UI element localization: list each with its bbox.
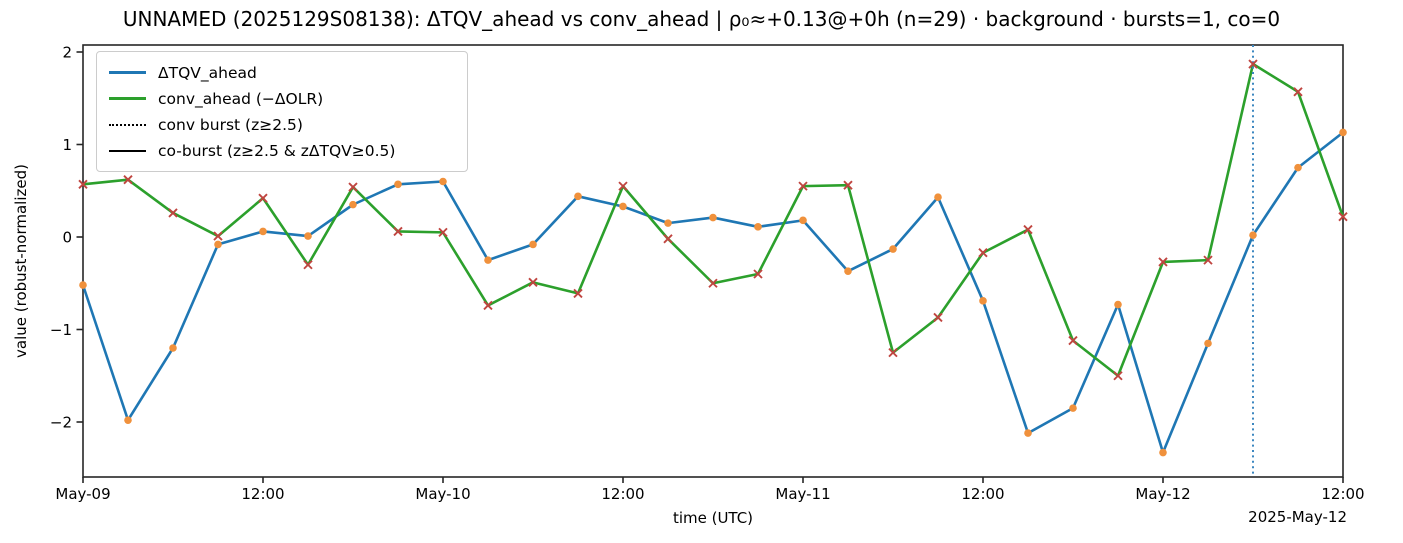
- data-point-marker: [259, 227, 267, 236]
- data-point-marker: [348, 182, 358, 192]
- legend-item-dtqv: ΔTQV_ahead: [109, 60, 455, 85]
- dotted-line-sample-icon: [109, 123, 146, 126]
- data-point-marker: [258, 193, 268, 203]
- data-point-marker: [934, 193, 942, 202]
- data-point-marker: [663, 234, 673, 244]
- y-tick-label: 2: [62, 44, 72, 62]
- data-point-marker: [213, 231, 223, 241]
- y-tick-label: 0: [62, 229, 72, 247]
- legend: ΔTQV_ahead conv_ahead (−ΔOLR) conv burst…: [96, 51, 468, 172]
- data-point-marker: [753, 269, 763, 279]
- y-tick-label: −2: [50, 414, 72, 432]
- legend-item-conv: conv_ahead (−ΔOLR): [109, 86, 455, 111]
- x-tick-label: May-11: [775, 485, 830, 503]
- data-point-marker: [889, 245, 897, 253]
- data-point-marker: [933, 312, 943, 323]
- data-point-marker: [888, 347, 898, 358]
- conv-markers: [78, 59, 1348, 381]
- data-point-marker: [394, 180, 402, 189]
- data-point-marker: [78, 179, 88, 189]
- x-tick-label: 12:00: [241, 485, 284, 503]
- data-point-marker: [1248, 59, 1258, 69]
- solid-line-sample-icon: [109, 149, 146, 152]
- data-point-marker: [528, 277, 538, 287]
- data-point-marker: [438, 227, 448, 238]
- data-point-marker: [664, 219, 672, 227]
- axes-frame: [82, 44, 1344, 478]
- data-point-marker: [1293, 87, 1303, 97]
- data-point-marker: [1158, 257, 1168, 267]
- chart-title: UNNAMED (2025129S08138): ΔTQV_ahead vs c…: [122, 7, 1281, 31]
- data-point-marker: [1294, 163, 1302, 172]
- data-point-marker: [169, 344, 177, 352]
- data-point-marker: [303, 260, 313, 270]
- y-tick-label: 1: [62, 136, 72, 154]
- y-axis: 2 1 0 −1 −2: [50, 44, 83, 432]
- data-point-marker: [978, 248, 988, 258]
- data-point-marker: [708, 278, 718, 288]
- x-tick-label: 12:00: [961, 485, 1004, 503]
- data-point-marker: [123, 174, 133, 185]
- data-point-marker: [709, 213, 717, 222]
- dtqv-line-sample-icon: [109, 71, 146, 74]
- data-point-marker: [574, 192, 582, 201]
- data-point-marker: [393, 226, 403, 237]
- data-point-marker: [618, 181, 628, 191]
- data-point-marker: [573, 288, 583, 299]
- x-tick-label: May-12: [1135, 485, 1190, 503]
- data-point-marker: [1113, 371, 1123, 381]
- dtqv-markers: [79, 128, 1347, 457]
- legend-item-conv-burst: conv burst (z≥2.5): [109, 112, 455, 137]
- data-point-marker: [1114, 300, 1122, 309]
- data-point-marker: [1203, 255, 1213, 265]
- legend-label: co-burst (z≥2.5 & zΔTQV≥0.5): [158, 141, 396, 160]
- data-point-marker: [529, 240, 537, 249]
- conv-line-sample-icon: [109, 97, 146, 100]
- data-point-marker: [844, 267, 852, 276]
- y-axis-label: value (robust-normalized): [12, 164, 30, 358]
- data-point-marker: [483, 300, 493, 311]
- legend-item-co-burst: co-burst (z≥2.5 & zΔTQV≥0.5): [109, 138, 455, 163]
- data-point-marker: [1024, 429, 1032, 437]
- data-point-marker: [1069, 404, 1077, 412]
- data-point-marker: [484, 256, 492, 264]
- legend-label: conv_ahead (−ΔOLR): [158, 89, 324, 108]
- x-axis-date-note: 2025-May-12: [1248, 508, 1347, 526]
- data-point-marker: [1159, 448, 1167, 457]
- data-point-marker: [349, 200, 357, 209]
- data-point-marker: [214, 240, 222, 249]
- data-point-marker: [439, 177, 447, 186]
- data-point-marker: [798, 181, 808, 191]
- x-tick-label: 12:00: [601, 485, 644, 503]
- data-point-marker: [168, 208, 178, 218]
- data-point-marker: [979, 297, 987, 305]
- data-point-marker: [1338, 211, 1348, 222]
- legend-label: conv burst (z≥2.5): [158, 115, 303, 134]
- data-point-marker: [619, 202, 627, 211]
- data-point-marker: [799, 216, 807, 225]
- x-tick-label: May-10: [415, 485, 470, 503]
- legend-label: ΔTQV_ahead: [158, 63, 257, 82]
- data-point-marker: [1204, 339, 1212, 348]
- x-tick-label: 12:00: [1321, 485, 1364, 503]
- data-point-marker: [79, 281, 87, 289]
- y-tick-label: −1: [50, 321, 72, 339]
- x-axis-label: time (UTC): [672, 509, 754, 527]
- x-axis: May-09 12:00 May-10 12:00 May-11 12:00 May-12 1…: [55, 477, 1365, 503]
- data-point-marker: [754, 223, 762, 231]
- data-point-marker: [843, 180, 853, 190]
- data-point-marker: [1339, 128, 1347, 137]
- data-point-marker: [304, 232, 312, 240]
- data-point-marker: [1249, 231, 1257, 239]
- data-point-marker: [124, 416, 132, 424]
- data-point-marker: [1068, 335, 1078, 346]
- data-point-marker: [1023, 224, 1033, 235]
- x-tick-label: May-09: [55, 485, 110, 503]
- dtqv-ahead-line: [81, 131, 1345, 454]
